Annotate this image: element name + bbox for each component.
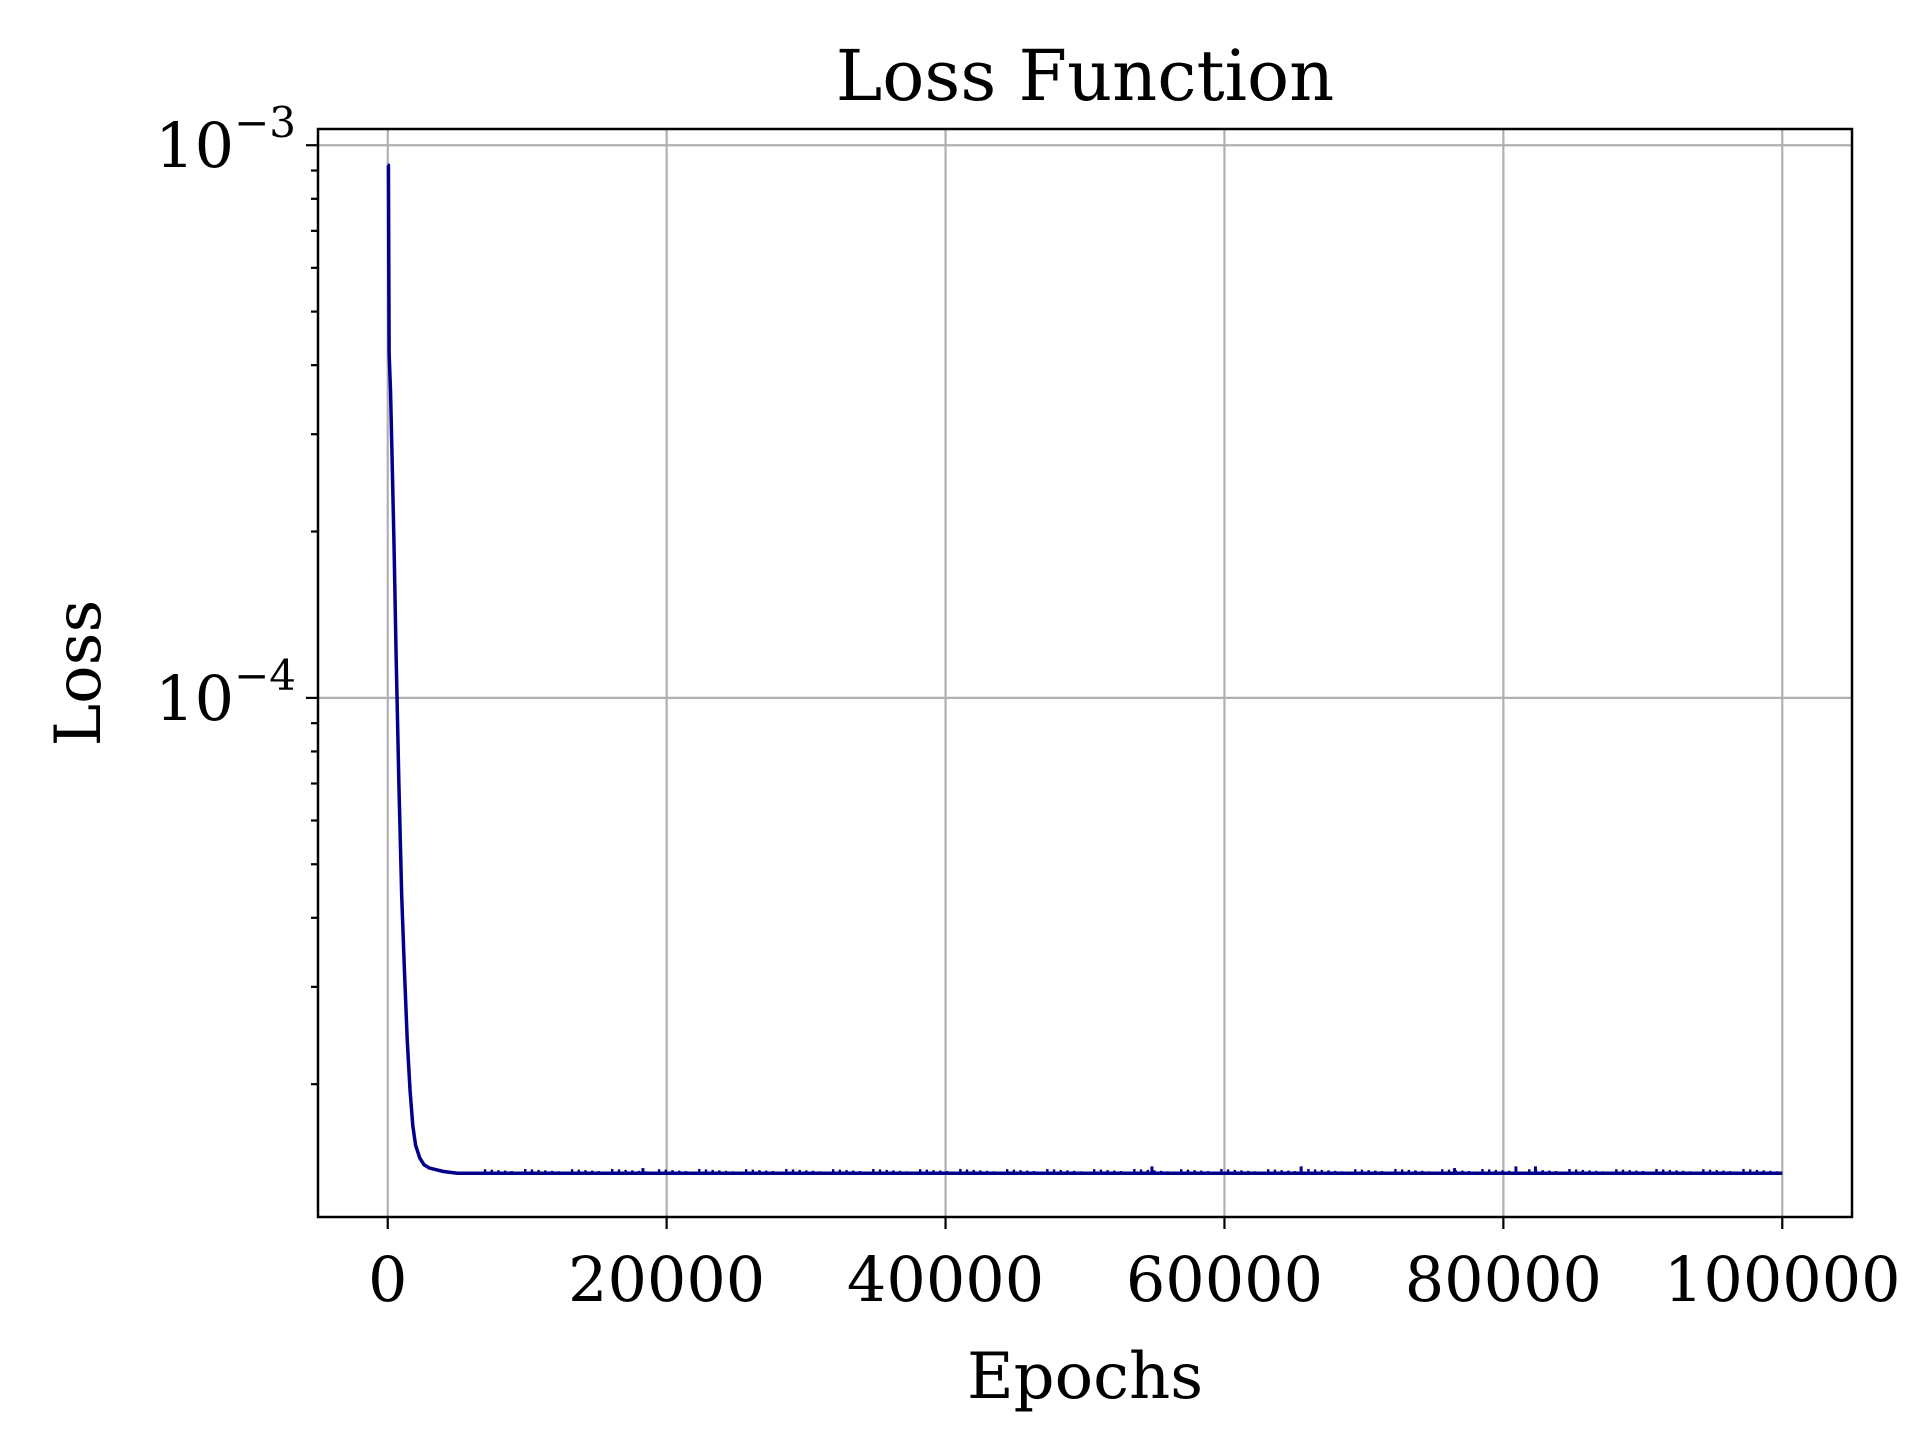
plot-frame (316, 127, 1854, 1219)
y-tick-label: 10−4 (155, 651, 296, 735)
x-axis-label: Epochs (967, 1340, 1203, 1414)
loss-series-line (386, 163, 1783, 1175)
x-tick-label: 40000 (847, 1243, 1044, 1316)
y-axis-label: Loss (42, 600, 116, 747)
x-tick-label: 20000 (568, 1243, 765, 1316)
x-tick-label: 100000 (1664, 1243, 1901, 1316)
x-axis-ticks: 0 20000 40000 60000 80000 100000 (368, 1217, 1901, 1316)
chart-title: Loss Function (836, 35, 1334, 117)
x-tick-label: 80000 (1405, 1243, 1602, 1316)
grid-lines (318, 129, 1852, 1217)
x-tick-label: 0 (368, 1243, 407, 1316)
x-tick-label: 60000 (1126, 1243, 1323, 1316)
y-tick-label: 10−3 (155, 98, 296, 182)
y-axis-ticks: 10−3 10−4 (155, 98, 318, 1086)
loss-spikes (477, 1166, 1779, 1174)
